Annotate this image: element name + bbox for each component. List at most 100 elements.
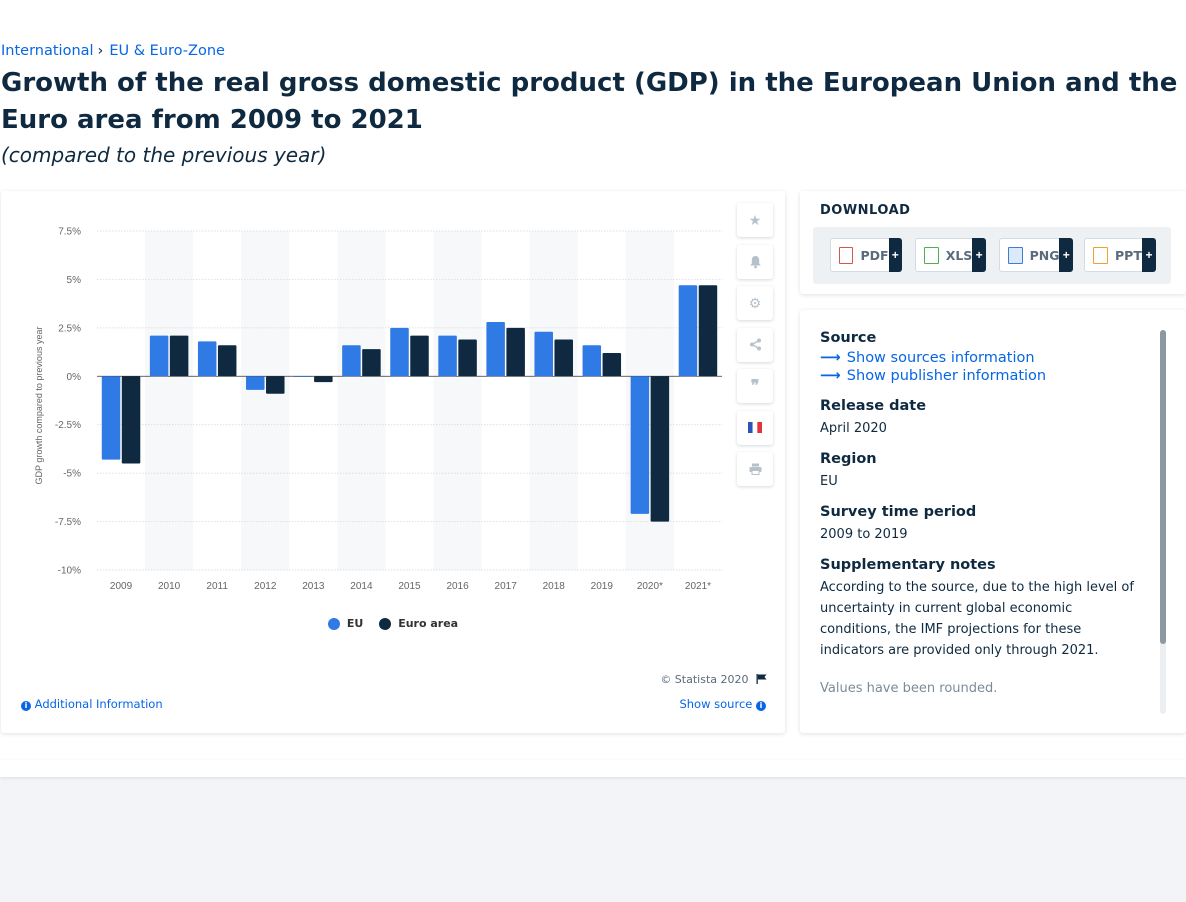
copyright-text: © Statista 2020 xyxy=(660,673,749,686)
page-title: Growth of the real gross domestic produc… xyxy=(1,68,1178,135)
show-publisher-link[interactable]: ⟶ Show publisher information xyxy=(820,368,1140,384)
show-sources-link[interactable]: ⟶ Show sources information xyxy=(820,350,1140,366)
bar-eu xyxy=(486,322,505,377)
bar-euro-area xyxy=(554,339,573,377)
details-scrollbar[interactable] xyxy=(1160,330,1166,714)
show-publisher-label: Show publisher information xyxy=(846,368,1047,384)
share-button[interactable] xyxy=(737,327,773,362)
png-file-icon xyxy=(1008,246,1023,264)
category-band xyxy=(337,231,386,570)
page-subtitle: (compared to the previous year) xyxy=(1,143,327,167)
page-bottom-area xyxy=(0,760,1186,902)
bar-euro-area xyxy=(698,285,718,377)
download-pdf-button[interactable]: PDF + xyxy=(830,238,902,272)
x-tick-label: 2015 xyxy=(398,581,421,592)
flag-icon[interactable] xyxy=(756,674,767,684)
y-tick-label: 5% xyxy=(67,275,82,286)
arrow-right-icon: ⟶ xyxy=(820,350,841,366)
info-icon: i xyxy=(756,701,766,711)
bar-euro-area xyxy=(169,335,189,377)
additional-information-link[interactable]: i Additional Information xyxy=(21,697,163,711)
legend-swatch-euro-area xyxy=(379,617,392,630)
release-date-heading: Release date xyxy=(820,398,927,414)
bar-eu xyxy=(342,345,361,377)
x-tick-label: 2021* xyxy=(685,581,711,592)
download-png-label: PNG xyxy=(1029,247,1060,263)
survey-period-value: 2009 to 2019 xyxy=(820,527,908,542)
notify-button[interactable] xyxy=(737,244,773,279)
bar-eu xyxy=(534,331,553,377)
y-tick-label: -7.5% xyxy=(55,517,81,528)
bar-eu xyxy=(582,345,602,377)
settings-button[interactable]: ⚙ xyxy=(737,286,773,320)
x-tick-label: 2013 xyxy=(302,581,325,592)
xls-file-icon xyxy=(924,246,939,264)
x-tick-label: 2012 xyxy=(254,581,277,592)
bar-eu xyxy=(390,327,409,377)
y-tick-label: -10% xyxy=(58,566,81,577)
language-button[interactable] xyxy=(737,410,773,445)
page-bottom-bar xyxy=(0,760,1186,777)
plus-icon: + xyxy=(972,238,986,272)
download-xls-button[interactable]: XLS + xyxy=(915,238,986,272)
chart-legend: EU Euro area xyxy=(1,617,785,633)
breadcrumb-link-eu[interactable]: EU & Euro-Zone xyxy=(109,43,225,59)
bar-euro-area xyxy=(602,353,622,377)
region-value: EU xyxy=(820,474,838,489)
download-ppt-button[interactable]: PPT + xyxy=(1084,238,1156,272)
bar-eu xyxy=(438,335,457,377)
y-tick-label: 0% xyxy=(67,372,82,383)
survey-period-heading: Survey time period xyxy=(820,504,977,520)
breadcrumb-link-international[interactable]: International xyxy=(1,43,94,59)
print-button[interactable] xyxy=(737,452,773,486)
bar-euro-area xyxy=(410,335,429,377)
gear-icon: ⚙ xyxy=(748,294,762,311)
statistic-details-card: Source ⟶ Show sources information ⟶ Show p… xyxy=(800,310,1186,733)
show-source-label: Show source xyxy=(679,697,753,711)
bar-euro-area xyxy=(121,376,141,464)
details-scrollbar-thumb[interactable] xyxy=(1160,330,1166,644)
bar-euro-area xyxy=(266,376,285,394)
x-tick-label: 2020* xyxy=(637,581,663,592)
bar-euro-area xyxy=(506,327,525,377)
bar-eu xyxy=(294,376,313,377)
download-png-button[interactable]: PNG + xyxy=(999,238,1073,272)
breadcrumb-separator: › xyxy=(97,43,104,59)
bar-eu xyxy=(246,376,265,390)
bar-eu xyxy=(678,285,698,377)
bar-euro-area xyxy=(217,345,237,377)
legend-item-euro-area[interactable]: Euro area xyxy=(379,617,458,630)
x-tick-label: 2010 xyxy=(158,581,181,592)
show-sources-label: Show sources information xyxy=(846,350,1035,366)
show-source-link[interactable]: Show source i xyxy=(679,697,766,711)
legend-item-eu[interactable]: EU xyxy=(327,617,363,630)
supplementary-notes-value: According to the source, due to the high… xyxy=(820,580,1134,658)
x-tick-label: 2018 xyxy=(543,581,566,592)
printer-icon xyxy=(749,463,761,475)
star-icon: ★ xyxy=(748,211,762,228)
download-card: DOWNLOAD PDF + XLS + PNG + PPT + xyxy=(800,191,1186,294)
bar-eu xyxy=(197,341,217,377)
ppt-file-icon xyxy=(1093,246,1108,264)
share-icon xyxy=(749,338,761,351)
bar-eu xyxy=(149,335,169,377)
download-pdf-label: PDF xyxy=(860,247,889,263)
x-tick-label: 2009 xyxy=(110,581,133,592)
bar-euro-area xyxy=(314,376,333,383)
supplementary-notes-heading: Supplementary notes xyxy=(820,557,996,573)
pdf-file-icon xyxy=(839,246,854,264)
download-ppt-label: PPT xyxy=(1115,247,1142,263)
x-tick-label: 2017 xyxy=(495,581,518,592)
plus-icon: + xyxy=(1059,238,1073,272)
category-band xyxy=(241,231,290,570)
bar-euro-area xyxy=(458,339,477,377)
favorite-button[interactable]: ★ xyxy=(737,203,773,237)
y-tick-label: 2.5% xyxy=(58,323,81,334)
plus-icon: + xyxy=(1142,238,1156,272)
bar-euro-area xyxy=(650,376,670,522)
french-flag-icon xyxy=(748,422,762,433)
y-tick-label: 7.5% xyxy=(58,227,81,238)
cite-button[interactable]: ❞ xyxy=(737,369,773,403)
x-tick-label: 2011 xyxy=(206,581,228,592)
region-heading: Region xyxy=(820,451,877,467)
